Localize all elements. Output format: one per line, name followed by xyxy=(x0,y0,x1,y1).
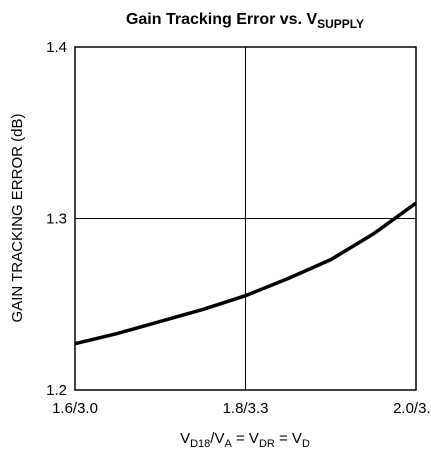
line-series xyxy=(74,201,418,346)
x-tick-label: 1.8/3.3 xyxy=(223,400,269,417)
x-label-sub: A xyxy=(224,438,232,450)
x-label-part: V xyxy=(180,430,190,447)
y-tick-label: 1.4 xyxy=(46,39,67,56)
x-tick-label: 1.6/3.0 xyxy=(52,400,98,417)
x-label-part: = V xyxy=(275,430,302,447)
title-main: Gain Tracking Error vs. V xyxy=(126,11,318,28)
x-label-part: = V xyxy=(232,430,259,447)
x-label-sub: D18 xyxy=(190,438,210,450)
y-tick-label: 1.2 xyxy=(46,382,67,399)
x-label-part: /V xyxy=(210,430,224,447)
title-sub: SUPPLY xyxy=(317,17,364,31)
y-tick-label: 1.3 xyxy=(46,211,67,228)
chart-title: Gain Tracking Error vs. VSUPPLY xyxy=(126,11,364,31)
x-tick-label: 2.0/3.6 xyxy=(393,400,431,417)
x-axis-label: VD18/VA = VDR = VD xyxy=(180,430,310,450)
plot-frame xyxy=(74,46,417,391)
y-axis-label: GAIN TRACKING ERROR (dB) xyxy=(9,114,26,323)
x-label-sub: DR xyxy=(259,438,275,450)
x-label-sub: D xyxy=(302,438,310,450)
